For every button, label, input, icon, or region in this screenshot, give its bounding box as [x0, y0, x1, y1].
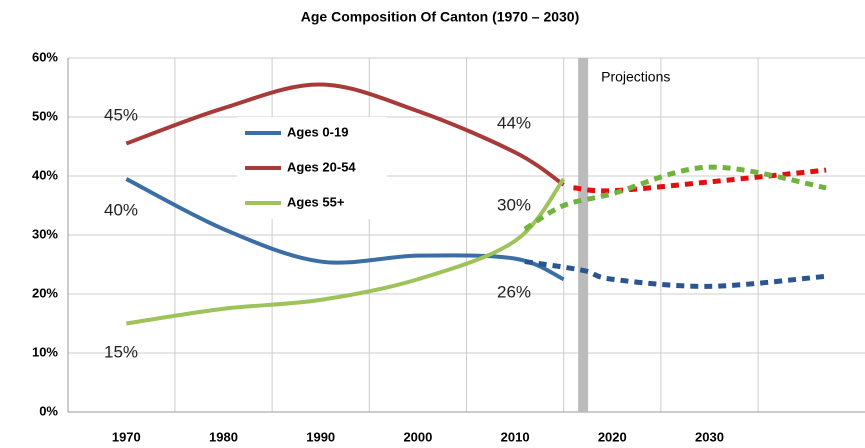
legend-label: Ages 0-19 [287, 124, 348, 139]
projection-bar [578, 58, 589, 412]
x-tick-label: 2030 [695, 429, 724, 444]
x-tick-label: 2010 [501, 429, 530, 444]
annotation: 26% [497, 282, 531, 301]
annotation: 45% [104, 105, 138, 124]
y-tick-label: 30% [32, 226, 58, 241]
x-tick-label: 2000 [403, 429, 432, 444]
x-tick-label: 1970 [112, 429, 141, 444]
y-tick-label: 10% [32, 344, 58, 359]
y-tick-label: 20% [32, 285, 58, 300]
annotation: 30% [497, 195, 531, 214]
projection-label: Projections [601, 69, 670, 85]
legend-label: Ages 55+ [287, 194, 345, 209]
projection-line [573, 167, 827, 194]
annotation: 44% [497, 113, 531, 132]
y-tick-label: 50% [32, 108, 58, 123]
x-tick-label: 1990 [306, 429, 335, 444]
annotation: 15% [104, 342, 138, 361]
annotation: 40% [104, 200, 138, 219]
chart-title: Age Composition Of Canton (1970 – 2030) [301, 9, 580, 25]
y-tick-label: 40% [32, 167, 58, 182]
projection-line [524, 259, 827, 289]
series-line [126, 177, 566, 326]
series-line [125, 177, 565, 282]
x-tick-label: 2020 [598, 429, 627, 444]
y-tick-label: 0% [39, 403, 58, 418]
y-tick-label: 60% [32, 49, 58, 64]
legend-label: Ages 20-54 [287, 159, 356, 174]
x-tick-label: 1980 [209, 429, 238, 444]
series-line [125, 82, 565, 187]
